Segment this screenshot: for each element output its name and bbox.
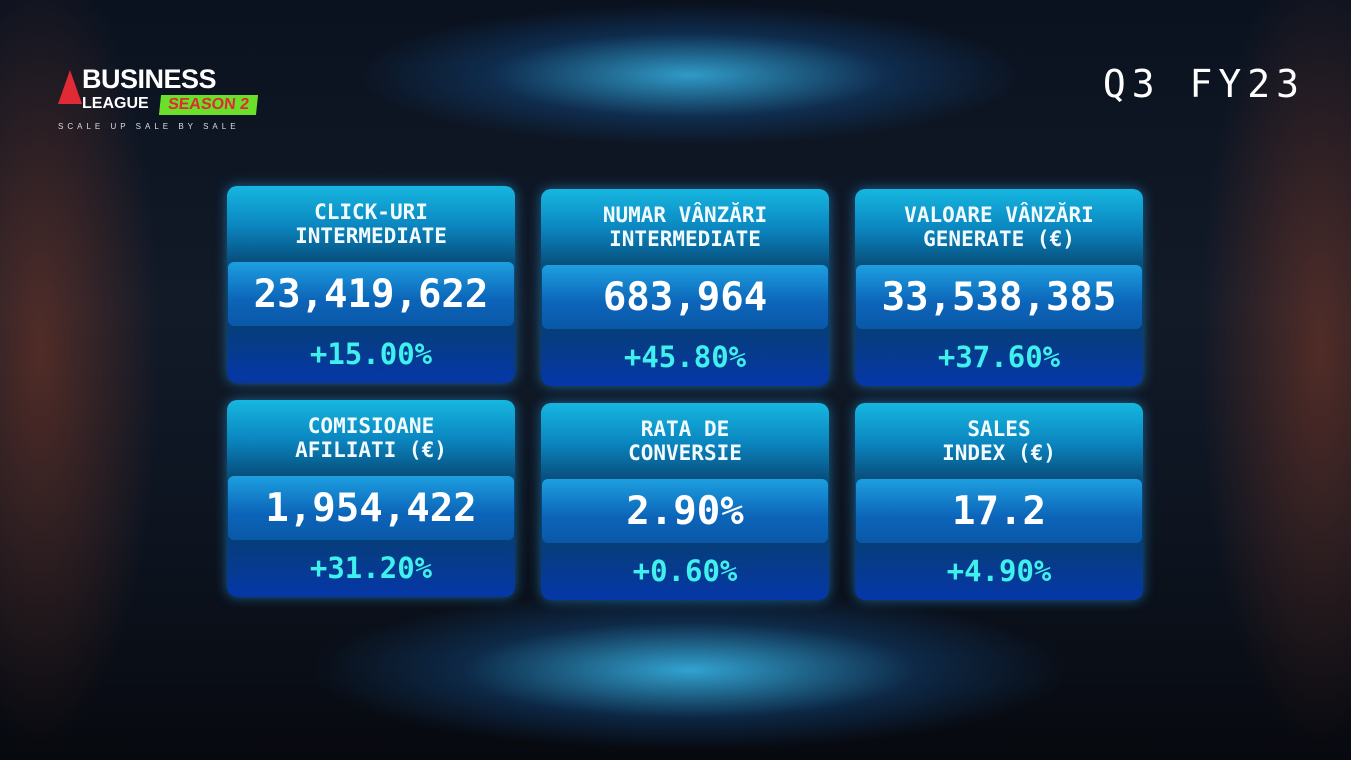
logo: BUSINESS LEAGUE SEASON 2 SCALE UP SALE B… — [56, 66, 276, 142]
kpi-value: 2.90% — [542, 479, 828, 543]
kpi-change: +31.20% — [309, 550, 433, 585]
kpi-title: COMISIOANE AFILIATI (€) — [295, 414, 447, 462]
logo-line1: BUSINESS — [82, 64, 217, 94]
kpi-value: 17.2 — [856, 479, 1142, 543]
kpi-card: NUMAR VÂNZĂRI INTERMEDIATE 683,964 +45.8… — [541, 189, 829, 386]
kpi-change: +15.00% — [309, 336, 433, 371]
kpi-card: RATA DE CONVERSIE 2.90% +0.60% — [541, 403, 829, 600]
kpi-title: NUMAR VÂNZĂRI INTERMEDIATE — [602, 203, 768, 251]
logo-triangle-icon — [58, 70, 82, 104]
kpi-value: 1,954,422 — [228, 476, 514, 540]
logo-line2: LEAGUE — [82, 95, 149, 112]
season-badge: SEASON 2 — [158, 95, 258, 115]
kpi-title: SALES INDEX (€) — [942, 417, 1056, 465]
kpi-value: 23,419,622 — [228, 262, 514, 326]
kpi-card: SALES INDEX (€) 17.2 +4.90% — [855, 403, 1143, 600]
kpi-change: +45.80% — [623, 339, 747, 374]
kpi-value: 683,964 — [542, 265, 828, 329]
kpi-card: VALOARE VÂNZĂRI GENERATE (€) 33,538,385 … — [855, 189, 1143, 386]
kpi-change: +4.90% — [946, 553, 1052, 588]
kpi-card: COMISIOANE AFILIATI (€) 1,954,422 +31.20… — [227, 400, 515, 597]
kpi-card: CLICK-URI INTERMEDIATE 23,419,622 +15.00… — [227, 186, 515, 383]
kpi-value: 33,538,385 — [856, 265, 1142, 329]
kpi-title: CLICK-URI INTERMEDIATE — [295, 200, 447, 248]
logo-tagline: SCALE UP SALE BY SALE — [58, 122, 240, 131]
period-label: Q3 FY23 — [1102, 62, 1305, 106]
kpi-title: RATA DE CONVERSIE — [628, 417, 742, 465]
kpi-change: +37.60% — [937, 339, 1061, 374]
kpi-title: VALOARE VÂNZĂRI GENERATE (€) — [904, 203, 1094, 251]
kpi-change: +0.60% — [632, 553, 738, 588]
